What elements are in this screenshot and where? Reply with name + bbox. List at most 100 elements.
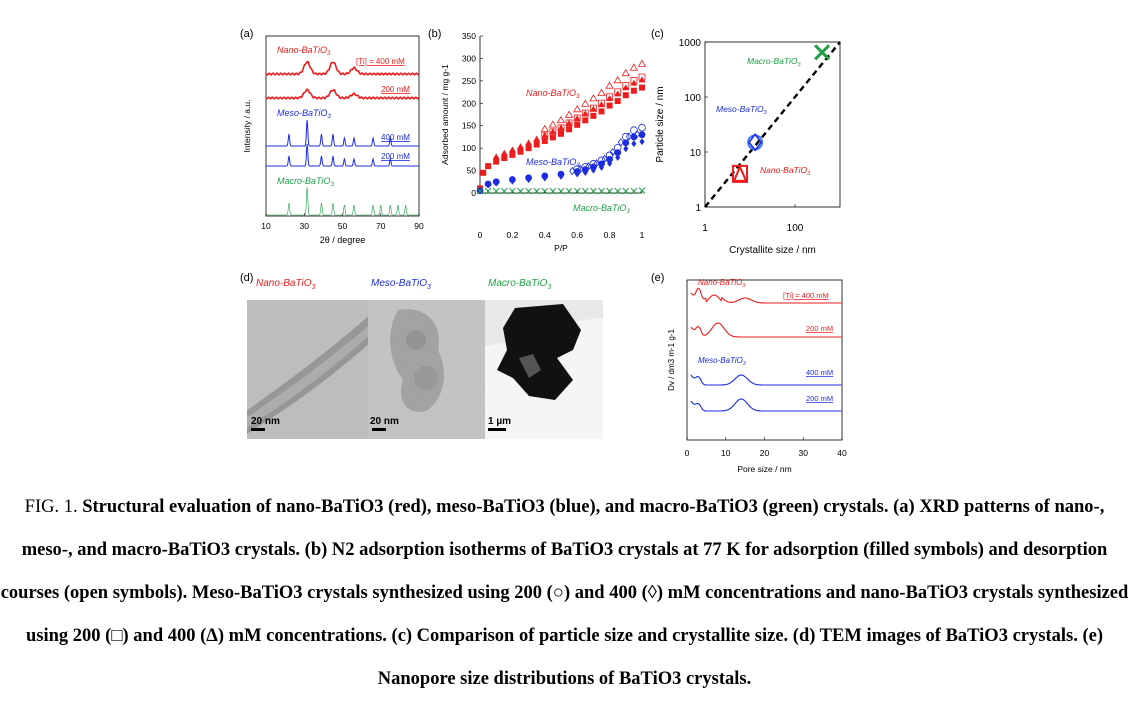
data-point-nano [573,115,581,122]
scale-bar-label: 20 nm [251,416,280,427]
series-label: Macro-BaTiO3 [747,56,801,68]
y-tick-label: 100 [462,143,476,153]
data-point-nano [541,137,548,144]
panel-letter-b: (b) [428,28,442,40]
panel-letter-c: (c) [651,28,664,40]
data-point-macro [622,187,630,195]
data-point-macro [606,187,613,195]
x-tick-label: 0.6 [571,230,583,240]
data-point-nano [517,143,524,150]
data-point-nano [589,105,597,112]
x-tick-label: 0.2 [506,230,518,240]
data-point-meso-open [617,138,624,147]
data-point-nano-open [638,73,646,81]
xrd-pattern [265,88,420,100]
panel-letter-d: (d) [240,272,254,284]
data-point-macro [525,187,532,195]
data-point-nano [492,153,500,160]
y-tick-label: 50 [467,166,477,176]
data-point-nano [533,135,541,142]
data-point-nano-open [581,99,590,107]
data-point-nano [525,145,532,152]
tem-label-meso: Meso-BaTiO3 [371,278,431,291]
data-point-nano [622,84,630,91]
pore-size-chart: 0 10 20 30 40 Pore size / nm Dv / dm3 m-1 g-1 N… [667,278,847,474]
series-label: Meso-BaTiO3 [716,104,768,116]
concentration-label: 200 mM [806,394,833,403]
data-point-meso-open [585,162,592,171]
data-point-macro [581,187,589,195]
data-point-meso-open [577,164,584,174]
x-tick-label: 10 [261,221,271,231]
data-point-meso [485,181,491,189]
data-point-nano-open [589,94,598,102]
data-point-nano [517,148,524,155]
data-point-meso [493,179,499,187]
data-point-nano-open [613,76,622,84]
y-axis-label: Intensity / a.u. [242,100,252,153]
x-axis-label: Pore size / nm [737,464,791,474]
x-tick-label: 0 [478,230,483,240]
scale-bar-label: 20 nm [370,416,399,427]
y-axis-label: Dv / dm3 m-1 g-1 [667,329,676,391]
y-tick-label: 10 [690,148,702,159]
data-point-nano-open [556,115,566,124]
series-label: Macro-BaTiO3 [277,176,334,188]
x-tick-label: 40 [837,448,847,458]
y-tick-label: 250 [462,76,476,86]
tem-label-nano: Nano-BaTiO3 [256,278,316,291]
data-point-nano [557,124,565,131]
data-point-meso-open [581,163,590,171]
data-point-meso [638,131,646,139]
data-point-nano-open [621,68,630,77]
data-point-nano [590,112,597,119]
data-point-nano [533,141,540,148]
data-point-macro [557,187,565,195]
data-point-nano-open [614,88,622,96]
data-point-macro [814,44,831,61]
concentration-label: 200 mM [381,85,410,94]
x-tick-label: 0.4 [539,230,551,240]
concentration-label: [Ti] = 400 mM [783,291,829,300]
y-tick-label: 1 [695,203,701,214]
x-tick-label: 30 [300,221,310,231]
data-point-meso [599,163,604,171]
data-point-nano [480,169,487,176]
data-point-nano-open [564,110,574,118]
data-point-macro [565,187,573,195]
y-axis-label: Adsorbed amount / mg g-1 [440,64,450,165]
data-point-nano-open [597,88,606,96]
series-label: Meso-BaTiO3 [277,108,331,120]
data-point-nano [581,110,589,117]
data-point-nano [639,84,645,91]
y-tick-label: 300 [462,53,476,63]
plot-frame [704,41,841,208]
x-axis-label: P/P [554,243,568,253]
y-tick-label: 0 [471,188,476,198]
data-point-nano [565,119,573,126]
series-label: Nano-BaTiO3 [277,45,331,57]
series-label: Nano-BaTiO3 [760,165,811,177]
data-point-meso-open [638,123,646,132]
data-point-nano-open [548,120,558,128]
parity-line [704,41,841,208]
data-point-nano-open [557,124,565,132]
xrd-chart: 10 30 50 70 90 2θ / degree Intensity / a.u. Nan… [242,35,424,245]
data-point-nano [485,163,492,170]
x-tick-label: 50 [338,221,348,231]
data-point-nano-open [598,99,605,107]
series-label: Nano-BaTiO3 [526,88,580,100]
data-point-nano-open [629,63,639,71]
pore-distribution [690,398,842,412]
data-point-macro [573,187,581,195]
data-point-nano [630,87,637,94]
x-tick-label: 20 [760,448,770,458]
caption-lead: FIG. 1. [24,497,78,517]
data-point-nano-open [637,59,647,67]
data-point-meso [622,139,630,147]
data-point-meso-open [613,143,622,152]
data-point-meso [631,140,637,148]
data-point-meso-open [597,156,606,165]
data-point-nano [500,149,508,156]
data-point-macro [517,187,524,195]
